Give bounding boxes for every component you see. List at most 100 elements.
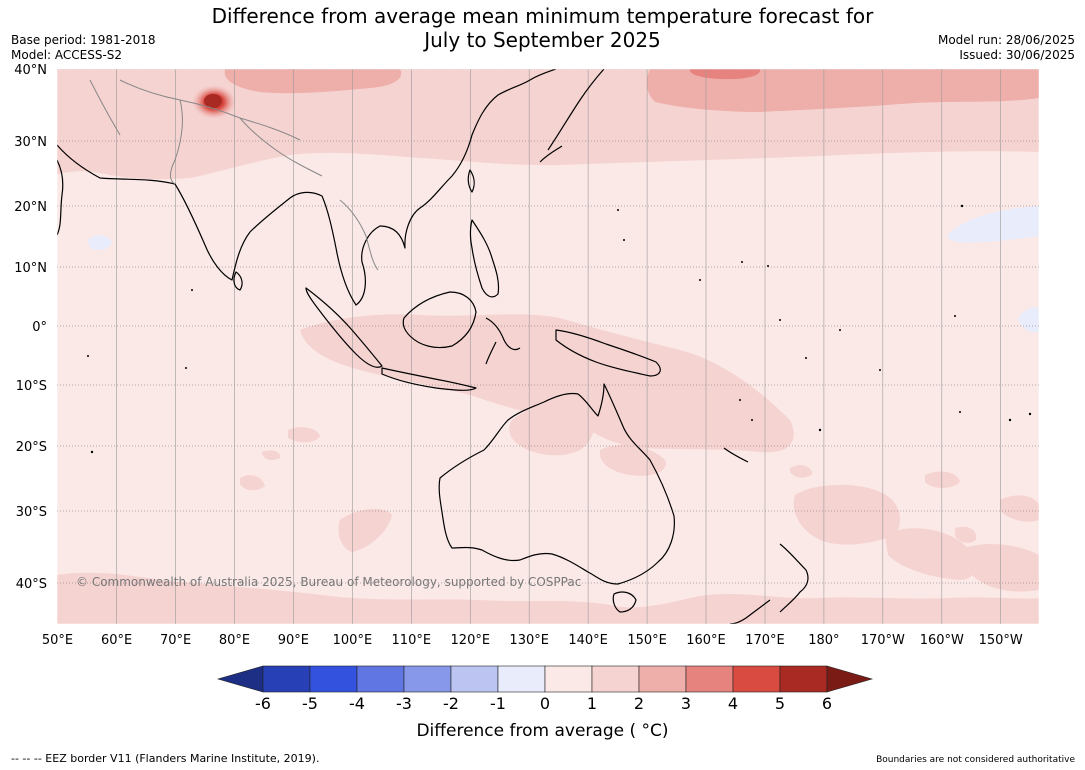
colorbar-tick-label: -5 bbox=[302, 694, 318, 713]
coast-sulawesi bbox=[485, 317, 521, 365]
colorbar-extend-high bbox=[826, 665, 874, 693]
longitude-labels: 50°E 60°E 70°E 80°E 90°E 100°E 110°E 120… bbox=[42, 633, 1023, 648]
lon-label: 50°E bbox=[42, 633, 73, 648]
title-line-1: Difference from average mean minimum tem… bbox=[211, 4, 874, 28]
colorbar-label: Difference from average ( °C) bbox=[416, 721, 669, 741]
colorbar-tick-label: -2 bbox=[443, 694, 459, 713]
anomaly-zone-north-warm bbox=[646, 69, 1039, 112]
issued-date: Issued: 30/06/2025 bbox=[959, 48, 1075, 62]
coast-arabia bbox=[57, 159, 64, 236]
meridians bbox=[116, 69, 1002, 624]
base-period: Base period: 1981-2018 bbox=[11, 33, 156, 47]
coast-new-zealand-south bbox=[729, 599, 771, 624]
colorbar: -6 -5 -4 -3 -2 -1 0 1 2 3 4 5 6 bbox=[216, 665, 874, 713]
lat-label: 40°S bbox=[16, 577, 47, 592]
colorbar-tick-label: 5 bbox=[775, 694, 785, 713]
anomaly-patch-indian-4 bbox=[240, 475, 265, 491]
meta-right: Model run: 28/06/2025 Issued: 30/06/2025 bbox=[938, 33, 1075, 63]
colorbar-bin bbox=[779, 665, 828, 693]
pacific-islands bbox=[87, 204, 1032, 454]
anomaly-cool-pacific bbox=[948, 206, 1039, 243]
anomaly-zone-aus-nw bbox=[509, 404, 595, 456]
coast-borneo bbox=[402, 291, 477, 349]
map-title: Difference from average mean minimum tem… bbox=[0, 4, 1085, 52]
lon-label: 170°E bbox=[745, 633, 785, 648]
colorbar-bin bbox=[732, 665, 781, 693]
lat-label: 0° bbox=[32, 320, 47, 335]
colorbar-tick-label: -4 bbox=[349, 694, 365, 713]
colorbar-tick-label: 3 bbox=[681, 694, 691, 713]
eez-legend: -- -- -- EEZ border V11 (Flanders Marine… bbox=[11, 752, 320, 765]
colorbar-bin bbox=[638, 665, 687, 693]
colorbar-tick-label: -6 bbox=[255, 694, 271, 713]
colorbar-bin bbox=[544, 665, 593, 693]
anomaly-zone-north-hot bbox=[689, 69, 761, 80]
anomaly-patch-pacific-3 bbox=[925, 471, 960, 488]
lon-label: 160°E bbox=[686, 633, 726, 648]
anomaly-patch-indian-1 bbox=[288, 427, 320, 443]
colorbar-tick-label: 0 bbox=[540, 694, 550, 713]
anomaly-zone-south bbox=[57, 572, 1039, 624]
colorbar-tick-label: 6 bbox=[822, 694, 832, 713]
colorbar-extend-low bbox=[216, 665, 264, 693]
coast-sri-lanka bbox=[233, 271, 243, 291]
colorbar-bin bbox=[403, 665, 452, 693]
colorbar-bin bbox=[450, 665, 499, 693]
lat-label: 40°N bbox=[14, 63, 47, 78]
lat-label: 10°N bbox=[14, 261, 47, 276]
lat-label: 20°S bbox=[16, 440, 47, 455]
lon-label: 90°E bbox=[278, 633, 309, 648]
lon-label: 120°E bbox=[451, 633, 491, 648]
anomaly-patch-pacific-4 bbox=[955, 526, 977, 543]
meta-left: Base period: 1981-2018 Model: ACCESS-S2 bbox=[11, 33, 156, 63]
anomaly-patch-indian-2 bbox=[262, 450, 281, 460]
anomaly-cool-indian bbox=[88, 234, 112, 250]
coast-japan bbox=[539, 69, 605, 163]
colorbar-bin bbox=[262, 665, 311, 693]
anomaly-hotspot-core bbox=[204, 94, 222, 108]
lon-label: 110°E bbox=[392, 633, 432, 648]
colorbar-bin bbox=[356, 665, 405, 693]
anomaly-patch-indian-3 bbox=[338, 508, 392, 552]
title-line-2: July to September 2025 bbox=[424, 28, 661, 52]
coast-tasmania bbox=[612, 591, 637, 613]
anomaly-patch-pacific-5 bbox=[1000, 495, 1039, 522]
anomaly-patch-pacific-1 bbox=[793, 484, 900, 545]
country-borders bbox=[89, 79, 379, 271]
lat-label: 10°S bbox=[16, 379, 47, 394]
coast-australia bbox=[438, 383, 675, 585]
model-run: Model run: 28/06/2025 bbox=[937, 33, 1075, 47]
coast-new-zealand-north bbox=[779, 543, 809, 613]
anomaly-zone-maritime bbox=[300, 314, 794, 453]
coast-java bbox=[381, 367, 477, 391]
coast-new-guinea bbox=[555, 329, 661, 377]
latitude-labels: 40°N 30°N 20°N 10°N 0° 10°S 20°S 30°S 40… bbox=[14, 63, 47, 592]
lon-label: 160°W bbox=[920, 633, 964, 648]
map-area bbox=[57, 69, 1039, 624]
lon-label: 150°W bbox=[979, 633, 1023, 648]
lat-label: 20°N bbox=[14, 200, 47, 215]
model-name: Model: ACCESS-S2 bbox=[11, 48, 123, 62]
coast-taiwan bbox=[467, 169, 475, 193]
lon-label: 100°E bbox=[333, 633, 373, 648]
lon-label: 80°E bbox=[219, 633, 250, 648]
colorbar-tick-label: -3 bbox=[396, 694, 412, 713]
anomaly-zone-aus-ne bbox=[599, 444, 666, 476]
copyright-text: © Commonwealth of Australia 2025, Bureau… bbox=[76, 575, 581, 589]
coast-new-caledonia bbox=[723, 447, 749, 463]
colorbar-tick-label: -1 bbox=[490, 694, 506, 713]
colorbar-bin bbox=[497, 665, 546, 693]
lon-label: 60°E bbox=[101, 633, 132, 648]
anomaly-zone-north-warm-2 bbox=[224, 69, 402, 94]
coastlines bbox=[57, 69, 809, 624]
colorbar-tick-label: 1 bbox=[587, 694, 597, 713]
lon-label: 140°E bbox=[568, 633, 608, 648]
colorbar-bin bbox=[685, 665, 734, 693]
lat-label: 30°S bbox=[16, 505, 47, 520]
lon-label: 130°E bbox=[509, 633, 549, 648]
colorbar-bin bbox=[591, 665, 640, 693]
lon-label: 170°W bbox=[861, 633, 905, 648]
anomaly-patch-pacific-6 bbox=[790, 465, 812, 478]
coast-sumatra bbox=[305, 287, 383, 368]
